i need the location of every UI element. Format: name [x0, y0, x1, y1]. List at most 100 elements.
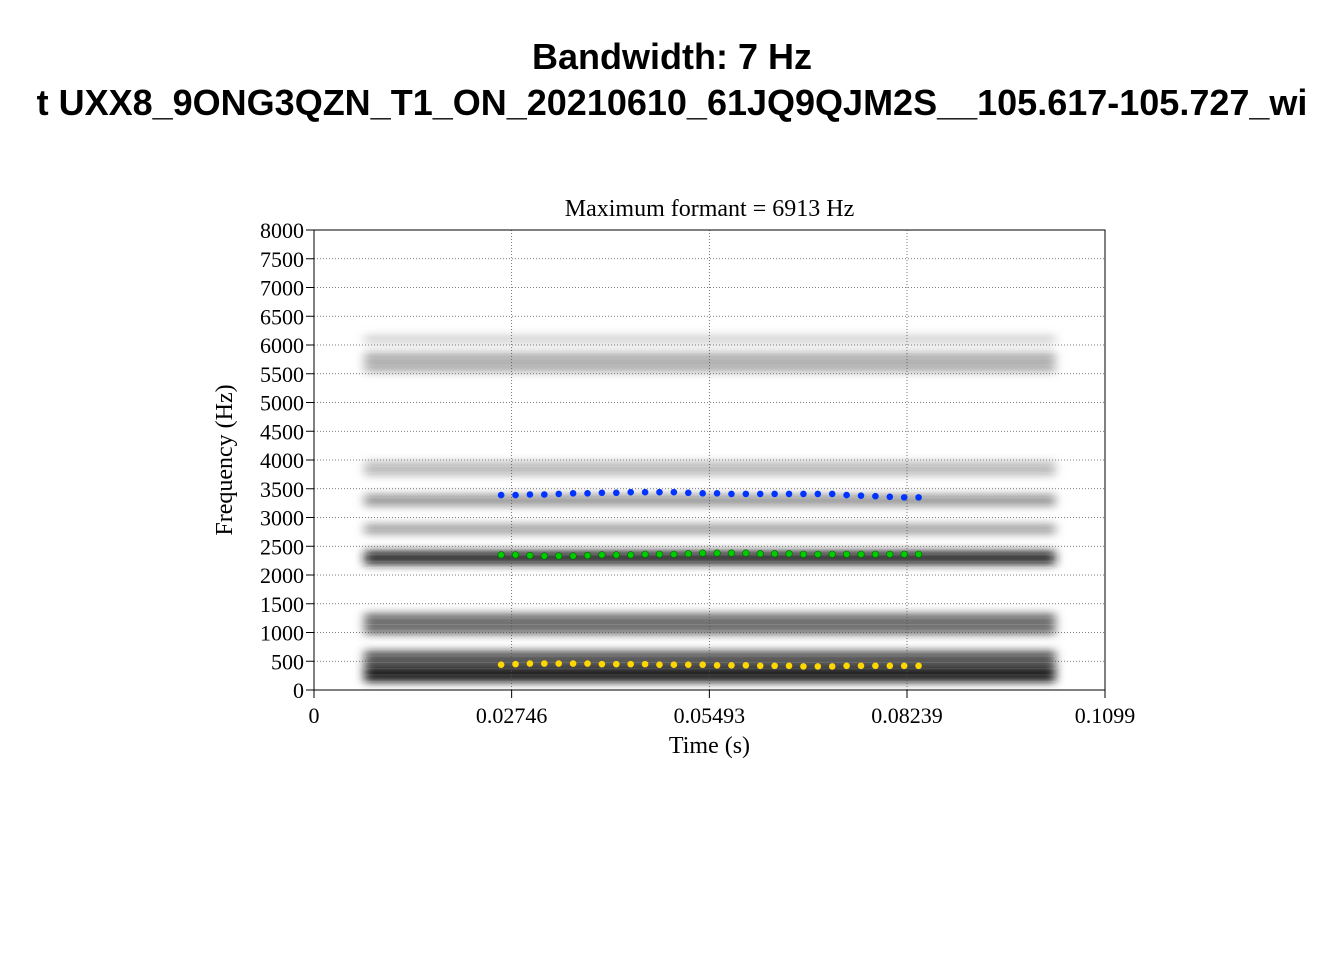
- y-tick-label: 3500: [260, 477, 304, 502]
- formant-point: [814, 490, 822, 498]
- x-tick-label: 0: [309, 703, 320, 728]
- y-tick-label: 8000: [260, 218, 304, 243]
- spectral-band: [364, 650, 1056, 666]
- formant-point: [699, 661, 706, 668]
- spectral-band: [364, 612, 1056, 635]
- formant-point: [526, 491, 534, 498]
- y-tick-label: 3000: [260, 506, 304, 531]
- y-tick-label: 6500: [260, 304, 304, 329]
- figure-title: Bandwidth: 7 Hz: [532, 36, 812, 77]
- formant-point: [699, 549, 707, 557]
- formant-point: [497, 551, 505, 559]
- formant-point: [728, 661, 735, 669]
- formant-point: [742, 549, 750, 557]
- formant-point: [900, 550, 908, 558]
- formant-point: [526, 660, 534, 667]
- formant-point: [727, 549, 736, 557]
- formant-point: [742, 661, 750, 669]
- formant-point: [569, 660, 577, 667]
- formant-point: [641, 660, 649, 668]
- formant-point: [584, 490, 591, 497]
- formant-point: [627, 660, 634, 668]
- x-axis-label: Time (s): [669, 733, 750, 759]
- formant-point: [713, 490, 721, 497]
- formant-point: [756, 662, 764, 670]
- spectral-band: [364, 334, 1056, 344]
- formant-point: [497, 491, 505, 499]
- y-tick-label: 1000: [260, 621, 304, 646]
- formant-point: [569, 490, 577, 497]
- y-tick-label: 500: [271, 649, 304, 674]
- formant-point: [843, 550, 851, 558]
- y-tick-label: 1500: [260, 592, 304, 617]
- formant-point: [914, 550, 923, 558]
- formant-point: [900, 662, 908, 670]
- y-axis: 0 500 1000 1500 2000 2500 3000 3500 4000 4500 5000…: [260, 218, 314, 703]
- y-tick-label: 4000: [260, 448, 304, 473]
- formant-point: [627, 488, 634, 496]
- formant-point: [526, 551, 534, 560]
- formant-point: [785, 550, 793, 558]
- formant-point: [814, 663, 822, 670]
- spectrogram-bands: [364, 334, 1056, 683]
- formant-point: [771, 550, 779, 558]
- formant-point: [785, 490, 793, 498]
- formant-point: [670, 661, 678, 668]
- formant-point: [684, 489, 692, 497]
- formant-point: [612, 660, 620, 668]
- spectral-band: [364, 523, 1056, 535]
- formant-point: [497, 661, 505, 668]
- y-tick-label: 5500: [260, 362, 304, 387]
- formant-point: [799, 550, 808, 558]
- formant-point: [857, 492, 865, 499]
- formant-point: [828, 663, 836, 670]
- formant-point: [627, 551, 635, 559]
- spectral-band: [364, 550, 1056, 566]
- formant-point: [742, 490, 750, 498]
- x-tick-label: 0.1099: [1075, 703, 1136, 728]
- formant-point: [540, 552, 548, 560]
- formant-point: [915, 494, 922, 501]
- formant-point: [900, 494, 908, 501]
- formant-point: [699, 490, 706, 497]
- formant-point: [598, 489, 606, 497]
- formant-point: [569, 552, 577, 560]
- formant-point: [713, 661, 721, 669]
- y-tick-label: 4500: [260, 419, 304, 444]
- y-tick-label: 7000: [260, 276, 304, 301]
- formant-point: [684, 661, 692, 668]
- spectral-band: [364, 665, 1056, 683]
- x-tick-label: 0.05493: [674, 703, 746, 728]
- formant-point: [512, 660, 519, 668]
- formant-point: [641, 550, 649, 558]
- formant-point: [872, 662, 879, 670]
- formant-point: [886, 662, 894, 670]
- formant-point: [713, 549, 721, 557]
- formant-point: [915, 662, 922, 670]
- y-tick-label: 6000: [260, 333, 304, 358]
- spectral-band: [364, 461, 1056, 477]
- formant-point: [843, 491, 850, 499]
- spectrogram: [364, 326, 1056, 683]
- formant-point: [886, 493, 894, 501]
- formant-point: [872, 492, 879, 500]
- formant-point: [598, 660, 606, 668]
- formant-point: [814, 550, 822, 558]
- formant-point: [684, 550, 692, 558]
- y-axis-label: Frequency (Hz): [212, 384, 238, 535]
- formant-point: [555, 490, 563, 498]
- formant-point: [785, 662, 793, 670]
- formant-points: [497, 488, 923, 670]
- formant-point: [728, 490, 735, 498]
- formant-point: [828, 550, 836, 558]
- formant-point: [771, 490, 778, 498]
- spectral-band: [364, 493, 1056, 507]
- x-tick-label: 0.08239: [871, 703, 943, 728]
- formant-point: [583, 551, 592, 560]
- formant-point: [828, 490, 836, 498]
- y-tick-label: 0: [293, 678, 304, 703]
- formant-point: [871, 550, 880, 558]
- y-tick-label: 2000: [260, 563, 304, 588]
- formant-point: [886, 550, 894, 558]
